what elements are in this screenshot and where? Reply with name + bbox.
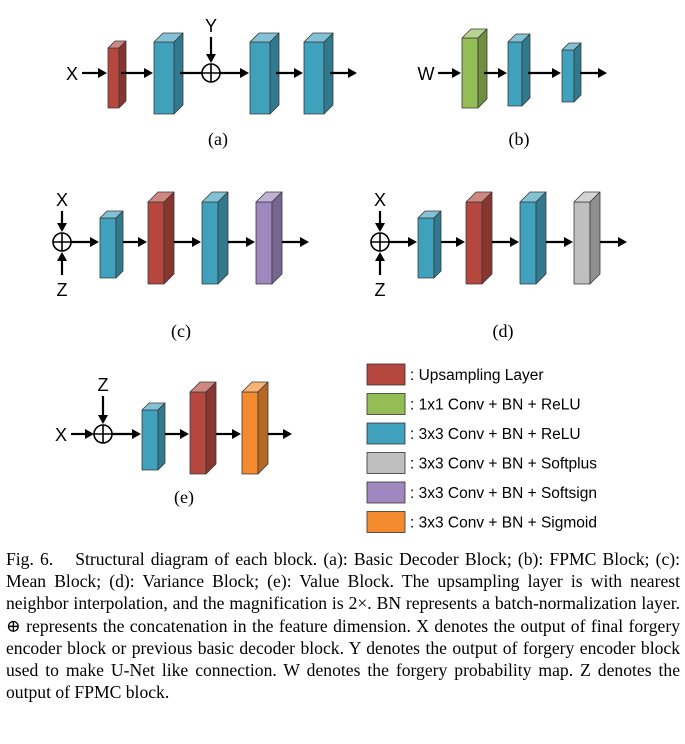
structural-diagram: X Y W X Z X Z X Z (a) (b) (c) (d) (e) : … xyxy=(52,16,627,533)
panel-e-arrow-z xyxy=(98,396,108,424)
panel-b-arrow-1 xyxy=(484,68,507,78)
panel-a-arrow-out xyxy=(330,68,357,78)
panel-d-arrow-3 xyxy=(492,237,519,247)
panel-e-upsampling-block xyxy=(189,381,217,475)
panel-d-softplus-block xyxy=(573,191,601,285)
panel-c-input-z: Z xyxy=(57,280,68,300)
figure-caption: Fig. 6. Structural diagram of each block.… xyxy=(6,548,680,703)
legend-label: : 1x1 Conv + BN + ReLU xyxy=(410,397,581,414)
panel-d-input-x: X xyxy=(374,190,386,210)
panel-a-conv-block-2 xyxy=(249,32,280,115)
legend: : Upsampling Layer : 1x1 Conv + BN + ReLU… xyxy=(366,363,597,533)
panel-b-arrow-2 xyxy=(528,68,561,78)
legend-item: : Upsampling Layer xyxy=(366,363,544,386)
panel-e-conv-block xyxy=(141,402,166,471)
panel-d-conv-block-2 xyxy=(519,191,547,285)
panel-e-sigmoid-block xyxy=(241,381,269,475)
caption-text: Structural diagram of each block. (a): B… xyxy=(6,549,680,703)
panel-d-arrow-out xyxy=(600,237,627,247)
panel-d-arrow-z xyxy=(375,252,385,275)
panel-c-conv-block-2 xyxy=(201,191,229,285)
panel-a-arrow-3 xyxy=(276,68,303,78)
panel-e-arrow-2 xyxy=(165,429,189,439)
panel-c-arrow-1 xyxy=(71,237,99,247)
panel-c-arrow-out xyxy=(282,237,309,247)
panel-a-conv-block-3 xyxy=(303,32,334,115)
panel-d-conv-block-1 xyxy=(417,210,442,279)
panel-b-arrow-w xyxy=(438,68,461,78)
panel-b-conv-block-1 xyxy=(507,33,531,107)
panel-a-arrow-1 xyxy=(121,68,153,78)
panel-a-concat-icon xyxy=(201,63,221,83)
panel-b-label: (b) xyxy=(509,129,530,150)
panel-b-input-w: W xyxy=(418,64,435,84)
panel-c-arrow-x xyxy=(57,211,67,232)
panel-e-arrow-3 xyxy=(216,429,241,439)
panel-c-softsign-block xyxy=(255,191,283,285)
legend-swatch xyxy=(366,422,406,445)
panel-a-conv-block-1 xyxy=(153,32,184,115)
panel-d-concat-icon xyxy=(370,232,390,252)
panel-b-arrow-out xyxy=(580,68,607,78)
panel-b-conv1x1-block xyxy=(461,28,488,109)
legend-item: : 1x1 Conv + BN + ReLU xyxy=(366,393,581,415)
legend-item: : 3x3 Conv + BN + Sigmoid xyxy=(366,511,597,533)
panel-d-input-z: Z xyxy=(375,280,386,300)
panel-c-concat-icon xyxy=(52,232,72,252)
panel-a-arrow-2 xyxy=(220,68,249,78)
panel-c-upsampling-block xyxy=(147,191,175,285)
panel-d-arrow-1 xyxy=(389,237,417,247)
legend-label: : Upsampling Layer xyxy=(410,367,544,384)
panel-a-arrow-x xyxy=(82,68,107,78)
panel-c-arrow-z xyxy=(57,252,67,275)
legend-swatch xyxy=(366,393,406,415)
panel-c-arrow-4 xyxy=(228,237,255,247)
legend-swatch xyxy=(366,363,406,386)
panel-a-upsampling-block xyxy=(107,40,127,109)
legend-item: : 3x3 Conv + BN + Softplus xyxy=(366,452,597,474)
panel-e-input-z: Z xyxy=(98,375,109,395)
panel-c-label: (c) xyxy=(171,321,191,342)
panel-d-label: (d) xyxy=(493,321,514,342)
caption-fig-label: Fig. 6. xyxy=(6,549,54,569)
legend-swatch xyxy=(366,511,406,533)
legend-swatch xyxy=(366,481,406,504)
block-layers xyxy=(99,28,601,475)
panel-a-input-y: Y xyxy=(205,16,217,36)
panel-d-arrow-x xyxy=(375,211,385,232)
panel-c-input-x: X xyxy=(56,190,68,210)
panel-a-label: (a) xyxy=(208,129,228,150)
panel-e-label: (e) xyxy=(174,487,194,508)
panel-a-arrow-y xyxy=(206,37,216,63)
legend-label: : 3x3 Conv + BN + Softplus xyxy=(410,456,597,473)
legend-label: : 3x3 Conv + BN + Sigmoid xyxy=(410,515,597,532)
panel-e-input-x: X xyxy=(55,425,67,445)
legend-item: : 3x3 Conv + BN + Softsign xyxy=(366,481,597,504)
panel-e-arrow-1 xyxy=(112,429,141,439)
connection-arrows xyxy=(52,37,627,444)
panel-d-arrow-2 xyxy=(441,237,465,247)
panel-e-arrow-x xyxy=(71,429,94,439)
panel-b-conv-block-2 xyxy=(561,42,582,103)
legend-item: : 3x3 Conv + BN + ReLU xyxy=(366,422,581,445)
legend-label: : 3x3 Conv + BN + ReLU xyxy=(410,426,581,443)
panel-e-arrow-out xyxy=(268,429,292,439)
panel-d-upsampling-block xyxy=(465,191,493,285)
legend-label: : 3x3 Conv + BN + Softsign xyxy=(410,485,597,502)
panel-a-input-x: X xyxy=(66,64,78,84)
legend-swatch xyxy=(366,452,406,474)
panel-c-arrow-3 xyxy=(174,237,201,247)
panel-c-conv-block-1 xyxy=(99,210,124,279)
panel-e-concat-icon xyxy=(93,424,113,444)
panel-d-arrow-4 xyxy=(546,237,573,247)
panel-c-arrow-2 xyxy=(123,237,147,247)
